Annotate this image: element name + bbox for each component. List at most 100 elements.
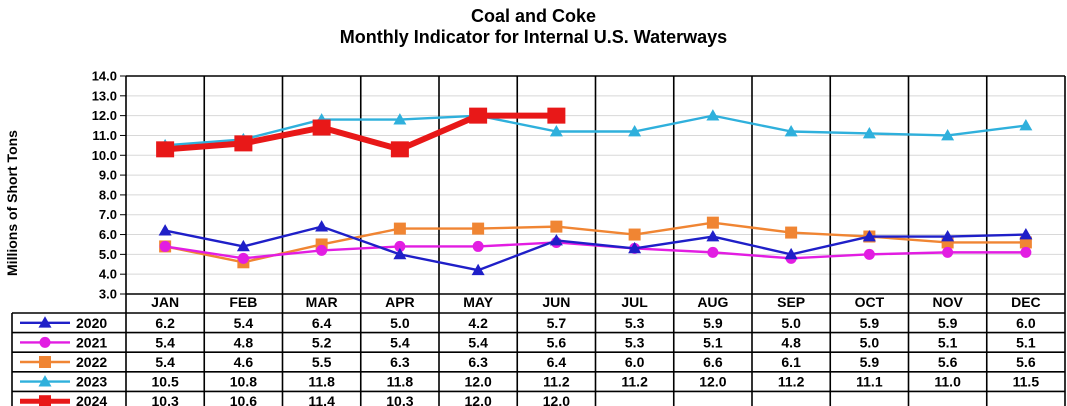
- data-label: 5.1: [938, 334, 958, 350]
- data-point: [316, 244, 328, 256]
- data-label: 6.6: [703, 354, 723, 370]
- data-label: 6.0: [625, 354, 645, 370]
- data-label: 5.5: [312, 354, 332, 370]
- data-point: [942, 246, 954, 258]
- legend-label: 2022: [76, 354, 107, 370]
- data-label: 6.4: [547, 354, 567, 370]
- data-label: 11.8: [387, 374, 414, 390]
- x-tick-label: SEP: [777, 294, 805, 310]
- legend-item-2023: 2023: [20, 374, 107, 390]
- x-tick-label: JUN: [542, 294, 570, 310]
- data-point: [1019, 236, 1032, 249]
- data-point: [784, 247, 798, 260]
- data-point: [1019, 228, 1033, 240]
- data-point: [39, 356, 51, 368]
- data-label: 12.0: [465, 393, 492, 406]
- data-point: [236, 239, 250, 252]
- data-label: 11.8: [308, 374, 335, 390]
- data-label: 4.8: [234, 334, 254, 350]
- data-point: [628, 228, 641, 241]
- y-tick-label: 12.0: [92, 108, 117, 123]
- data-label: 5.6: [938, 354, 958, 370]
- data-label: 6.2: [155, 315, 175, 331]
- legend-item-2021: 2021: [20, 334, 107, 350]
- data-point: [862, 230, 876, 242]
- chart-subtitle: Monthly Indicator for Internal U.S. Wate…: [339, 27, 728, 47]
- series-2020: [158, 220, 1033, 276]
- x-tick-label: JAN: [151, 294, 179, 310]
- data-point: [394, 240, 406, 252]
- data-point: [156, 141, 175, 158]
- data-label: 11.2: [778, 374, 805, 390]
- data-label: 5.4: [234, 315, 254, 331]
- data-label: 11.2: [621, 374, 648, 390]
- data-label: 11.5: [1013, 374, 1040, 390]
- data-label: 5.1: [1016, 334, 1036, 350]
- y-tick-label: 9.0: [99, 168, 117, 183]
- series-line: [165, 114, 1027, 147]
- legend-item-2022: 2022: [20, 354, 107, 370]
- data-point: [472, 222, 485, 235]
- data-point: [237, 252, 249, 264]
- data-label: 5.4: [390, 334, 410, 350]
- data-point: [549, 124, 563, 137]
- x-tick-label: NOV: [932, 294, 963, 310]
- data-label: 11.0: [934, 374, 961, 390]
- y-tick-label: 14.0: [92, 69, 117, 84]
- data-point: [471, 263, 485, 276]
- y-tick-label: 11.0: [92, 128, 117, 143]
- data-point: [941, 128, 955, 141]
- data-point: [628, 124, 642, 137]
- data-point: [469, 107, 488, 124]
- x-tick-label: DEC: [1011, 294, 1041, 310]
- data-point: [628, 241, 642, 254]
- chart-title: Coal and Coke: [470, 6, 597, 26]
- data-label: 5.9: [703, 315, 723, 331]
- data-label: 5.7: [547, 315, 567, 331]
- x-tick-label: JUL: [621, 294, 648, 310]
- data-point: [39, 395, 51, 406]
- data-label: 5.9: [938, 315, 958, 331]
- data-point: [706, 230, 720, 242]
- data-label: 5.0: [781, 315, 801, 331]
- data-point: [158, 224, 172, 236]
- data-point: [38, 316, 52, 328]
- data-point: [862, 126, 876, 139]
- data-label: 5.0: [860, 334, 880, 350]
- data-point: [785, 226, 798, 239]
- series-line: [164, 225, 1026, 272]
- data-label: 5.2: [312, 334, 332, 350]
- y-tick-label: 13.0: [92, 88, 117, 103]
- data-label: 6.3: [390, 354, 410, 370]
- series-2024: [156, 107, 566, 158]
- data-label: 6.0: [1016, 315, 1036, 331]
- data-label: 10.8: [230, 374, 257, 390]
- data-label: 10.6: [230, 393, 257, 406]
- data-label: 5.9: [860, 315, 880, 331]
- legend-label: 2020: [76, 315, 107, 331]
- data-label: 10.3: [386, 393, 413, 406]
- data-point: [393, 222, 406, 235]
- y-tick-label: 10.0: [92, 148, 117, 163]
- legend-label: 2024: [76, 393, 107, 406]
- x-tick-label: OCT: [855, 294, 885, 310]
- data-point: [784, 124, 798, 137]
- data-point: [706, 216, 719, 229]
- data-point: [38, 375, 52, 387]
- data-label: 5.6: [547, 334, 567, 350]
- data-label: 6.4: [312, 315, 332, 331]
- data-point: [159, 240, 171, 252]
- series-line: [164, 112, 557, 153]
- x-tick-label: APR: [385, 294, 415, 310]
- data-label: 12.0: [465, 374, 492, 390]
- x-tick-label: MAY: [463, 294, 493, 310]
- data-point: [1019, 119, 1033, 131]
- data-point: [547, 107, 566, 124]
- data-label: 11.1: [856, 374, 883, 390]
- data-label: 5.4: [155, 334, 175, 350]
- data-label: 4.6: [234, 354, 254, 370]
- data-label: 5.0: [390, 315, 410, 331]
- data-label: 5.9: [860, 354, 880, 370]
- y-tick-label: 7.0: [99, 207, 117, 222]
